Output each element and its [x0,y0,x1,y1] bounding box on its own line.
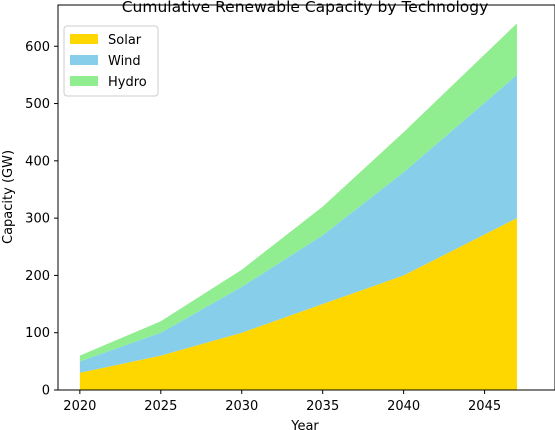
chart-title: Cumulative Renewable Capacity by Technol… [122,0,489,16]
y-tick-label: 300 [25,212,50,227]
legend-swatch-wind [70,55,98,65]
y-tick-label: 100 [25,326,50,341]
y-tick-label: 0 [42,384,50,399]
y-axis-label: Capacity (GW) [1,150,16,244]
x-axis-label: Year [290,419,319,430]
legend-swatch-hydro [70,76,98,86]
x-tick-label: 2040 [387,399,420,414]
area-series-wind [79,74,517,373]
area-series-group [79,23,517,390]
y-tick-label: 500 [25,97,50,112]
x-axis: 2020 2025 2030 2035 2040 2045 [63,390,501,414]
y-tick-label: 200 [25,269,50,284]
x-tick-label: 2025 [144,399,177,414]
area-series-solar [79,218,517,390]
y-axis: 0 100 200 300 400 500 600 [25,40,58,399]
x-tick-label: 2045 [468,399,501,414]
legend-swatch-solar [70,34,98,44]
legend-label-hydro: Hydro [108,75,147,90]
x-tick-label: 2030 [225,399,258,414]
x-tick-label: 2035 [306,399,339,414]
legend-label-wind: Wind [108,54,141,69]
plot-frame [57,4,555,391]
y-tick-label: 400 [25,154,50,169]
legend-label-solar: Solar [108,33,142,48]
x-tick-label: 2020 [63,399,96,414]
legend: Solar Wind Hydro [63,25,159,97]
y-tick-label: 600 [25,40,50,55]
